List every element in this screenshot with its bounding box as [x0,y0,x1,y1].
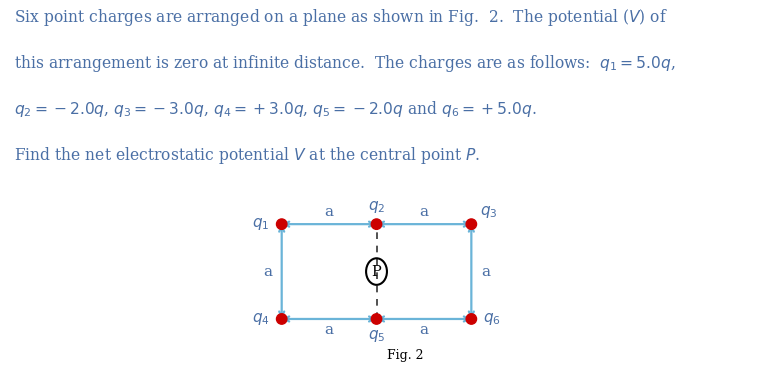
Text: $q_5$: $q_5$ [367,328,385,344]
Text: $q_1$: $q_1$ [252,216,269,232]
Text: Fig. 2: Fig. 2 [387,349,423,362]
Text: a: a [324,205,334,219]
Text: Find the net electrostatic potential $V$ at the central point $P$.: Find the net electrostatic potential $V$… [14,145,480,166]
Text: $q_3$: $q_3$ [479,204,497,220]
Circle shape [371,314,381,324]
Circle shape [276,219,287,230]
Text: $q_4$: $q_4$ [252,311,269,327]
Circle shape [466,219,476,230]
Text: $q_2 = -2.0q$, $q_3 = -3.0q$, $q_4 = +3.0q$, $q_5 = -2.0q$ and $q_6 = +5.0q$.: $q_2 = -2.0q$, $q_3 = -3.0q$, $q_4 = +3.… [14,99,537,119]
Text: $q_6$: $q_6$ [483,311,501,327]
Text: a: a [481,264,490,279]
Text: P: P [371,264,381,279]
Text: Six point charges are arranged on a plane as shown in Fig.  2.  The potential ($: Six point charges are arranged on a plan… [14,7,668,28]
Text: a: a [419,205,428,219]
Text: a: a [263,264,272,279]
Circle shape [466,314,476,324]
Text: this arrangement is zero at infinite distance.  The charges are as follows:  $q_: this arrangement is zero at infinite dis… [14,53,676,74]
Circle shape [276,314,287,324]
Text: a: a [324,323,334,337]
Circle shape [371,219,381,230]
Text: a: a [419,323,428,337]
Text: $q_2$: $q_2$ [367,199,385,215]
